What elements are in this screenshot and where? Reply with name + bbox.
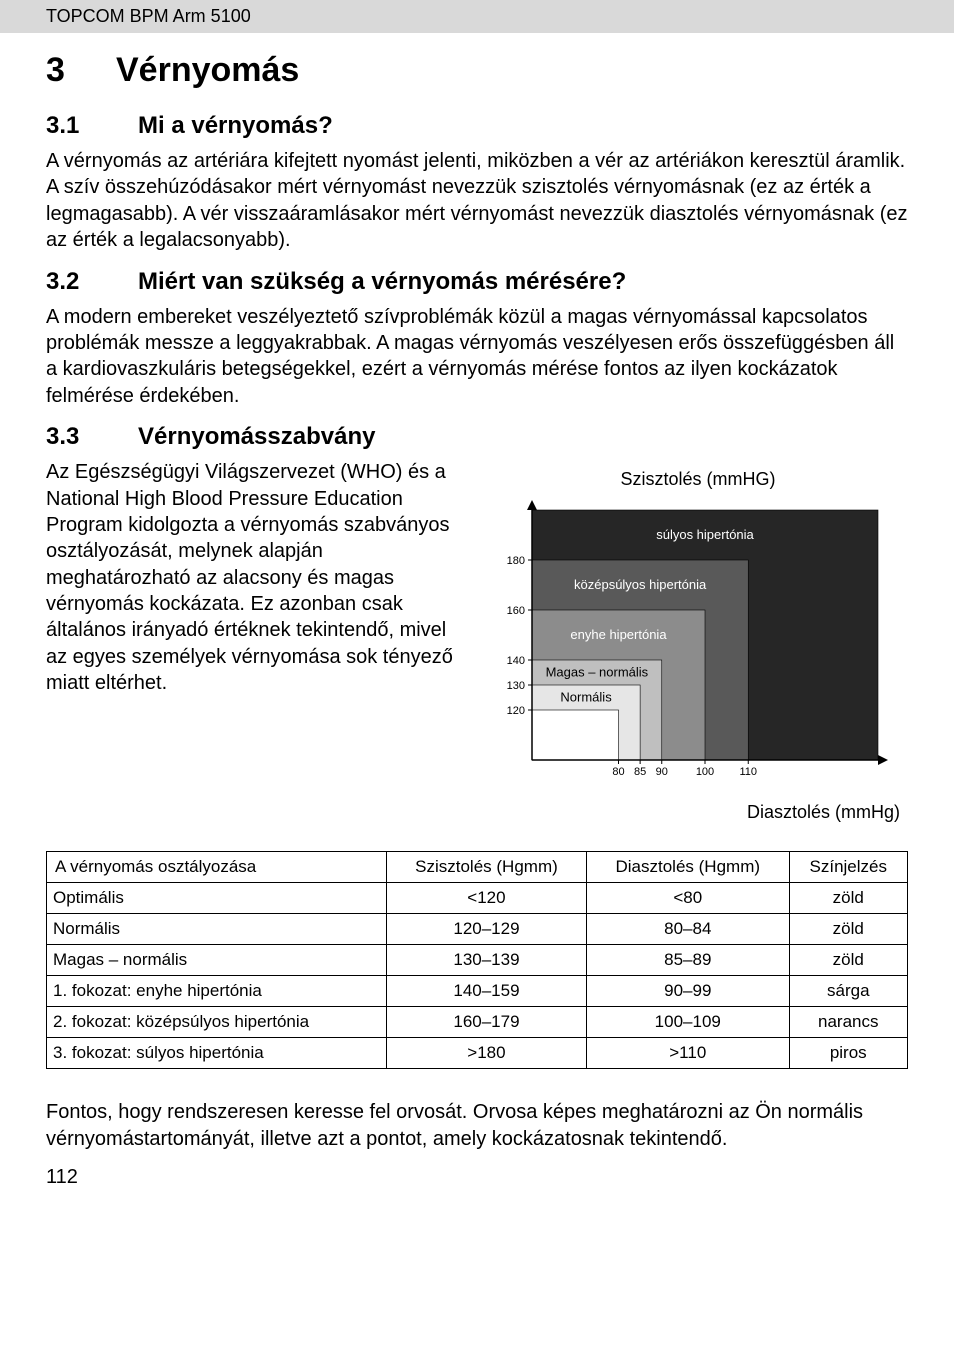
- svg-text:85: 85: [634, 766, 646, 778]
- subsection-number: 3.2: [46, 268, 138, 296]
- section-3-3-text-col: Az Egészségügyi Világszervezet (WHO) és …: [46, 459, 468, 711]
- section-3-1-body: A vérnyomás az artériára kifejtett nyomá…: [46, 148, 908, 254]
- table-row: 2. fokozat: középsúlyos hipertónia160–17…: [47, 1007, 908, 1038]
- table-cell: Magas – normális: [47, 945, 387, 976]
- bp-chart-column: Szisztolés (mmHG) súlyos hipertónia közép…: [488, 459, 908, 823]
- table-cell: 85–89: [587, 945, 790, 976]
- svg-text:súlyos hipertónia: súlyos hipertónia: [656, 527, 754, 542]
- svg-text:180: 180: [507, 555, 525, 567]
- table-cell: >180: [386, 1038, 586, 1069]
- table-cell: 1. fokozat: enyhe hipertónia: [47, 976, 387, 1007]
- table-cell: Optimális: [47, 883, 387, 914]
- section-3-3-heading: 3.3Vérnyomásszabvány: [46, 423, 908, 451]
- table-cell: 140–159: [386, 976, 586, 1007]
- table-cell: <120: [386, 883, 586, 914]
- table-header-row: A vérnyomás osztályozásaSzisztolés (Hgmm…: [47, 852, 908, 883]
- page-number: 112: [46, 1166, 908, 1189]
- table-header-cell: Színjelzés: [789, 852, 907, 883]
- svg-text:90: 90: [656, 766, 668, 778]
- table-header-cell: Diasztolés (Hgmm): [587, 852, 790, 883]
- svg-text:Magas – normális: Magas – normális: [546, 665, 649, 680]
- svg-text:100: 100: [696, 766, 714, 778]
- table-row: 3. fokozat: súlyos hipertónia>180>110pir…: [47, 1038, 908, 1069]
- svg-text:160: 160: [507, 605, 525, 617]
- doc-header: TOPCOM BPM Arm 5100: [0, 0, 954, 33]
- chart-x-axis-title: Diasztolés (mmHg): [488, 802, 908, 823]
- svg-text:enyhe hipertónia: enyhe hipertónia: [570, 627, 667, 642]
- section-title: Vérnyomás: [116, 51, 299, 89]
- table-cell: zöld: [789, 914, 907, 945]
- table-cell: piros: [789, 1038, 907, 1069]
- table-cell: >110: [587, 1038, 790, 1069]
- section-3-1-heading: 3.1Mi a vérnyomás?: [46, 112, 908, 140]
- section-3-heading: 3Vérnyomás: [46, 51, 908, 90]
- table-cell: sárga: [789, 976, 907, 1007]
- subsection-title: Vérnyomásszabvány: [138, 423, 375, 450]
- table-cell: narancs: [789, 1007, 907, 1038]
- bp-chart: Szisztolés (mmHG) súlyos hipertónia közép…: [488, 459, 908, 823]
- table-row: 1. fokozat: enyhe hipertónia140–15990–99…: [47, 976, 908, 1007]
- subsection-number: 3.1: [46, 112, 138, 140]
- table-header-cell: Szisztolés (Hgmm): [386, 852, 586, 883]
- table-header-cell: A vérnyomás osztályozása: [47, 852, 387, 883]
- bp-chart-svg: súlyos hipertónia középsúlyos hipertónia e…: [488, 498, 890, 798]
- table-row: Optimális<120<80zöld: [47, 883, 908, 914]
- subsection-title: Mi a vérnyomás?: [138, 112, 333, 139]
- svg-text:140: 140: [507, 655, 525, 667]
- product-name: TOPCOM BPM Arm 5100: [46, 6, 251, 26]
- table-cell: 90–99: [587, 976, 790, 1007]
- table-body: Optimális<120<80zöldNormális120–12980–84…: [47, 883, 908, 1069]
- table-cell: zöld: [789, 945, 907, 976]
- svg-text:110: 110: [739, 766, 757, 778]
- section-3-3-content: Az Egészségügyi Világszervezet (WHO) és …: [46, 459, 908, 823]
- table-cell: Normális: [47, 914, 387, 945]
- table-cell: <80: [587, 883, 790, 914]
- table-cell: 130–139: [386, 945, 586, 976]
- table-row: Normális120–12980–84zöld: [47, 914, 908, 945]
- table-cell: 160–179: [386, 1007, 586, 1038]
- svg-text:80: 80: [612, 766, 624, 778]
- chart-y-axis-title: Szisztolés (mmHG): [488, 469, 908, 490]
- section-3-3-body: Az Egészségügyi Világszervezet (WHO) és …: [46, 459, 468, 697]
- table-cell: zöld: [789, 883, 907, 914]
- bp-classification-table: A vérnyomás osztályozásaSzisztolés (Hgmm…: [46, 851, 908, 1069]
- svg-text:120: 120: [507, 705, 525, 717]
- table-row: Magas – normális130–13985–89zöld: [47, 945, 908, 976]
- subsection-number: 3.3: [46, 423, 138, 451]
- subsection-title: Miért van szükség a vérnyomás mérésére?: [138, 268, 626, 295]
- table-cell: 2. fokozat: középsúlyos hipertónia: [47, 1007, 387, 1038]
- footnote-text: Fontos, hogy rendszeresen keresse fel or…: [46, 1099, 908, 1152]
- table-cell: 100–109: [587, 1007, 790, 1038]
- section-3-2-body: A modern embereket veszélyeztető szívpro…: [46, 304, 908, 410]
- table-cell: 80–84: [587, 914, 790, 945]
- svg-text:Normális: Normális: [560, 690, 612, 705]
- section-3-2-heading: 3.2Miért van szükség a vérnyomás mérésér…: [46, 268, 908, 296]
- svg-text:130: 130: [507, 680, 525, 692]
- table-cell: 3. fokozat: súlyos hipertónia: [47, 1038, 387, 1069]
- section-number: 3: [46, 51, 116, 90]
- table-cell: 120–129: [386, 914, 586, 945]
- svg-text:középsúlyos hipertónia: középsúlyos hipertónia: [574, 577, 707, 592]
